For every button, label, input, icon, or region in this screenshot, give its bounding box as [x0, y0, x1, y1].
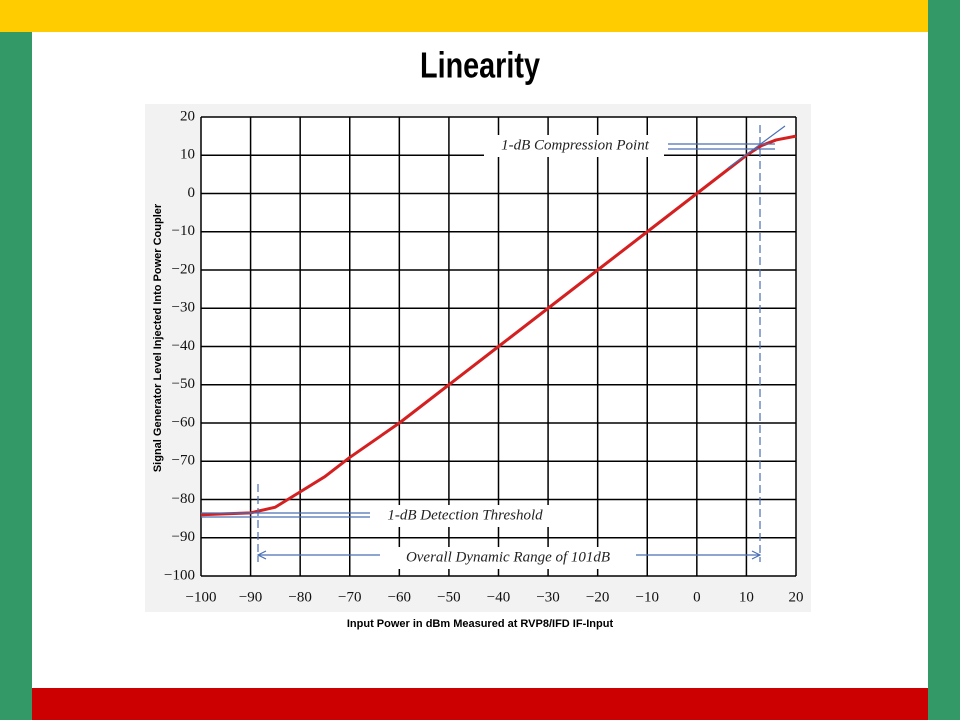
annotation: 1-dB Compression Point	[501, 137, 650, 153]
x-tick-label: −60	[388, 589, 411, 605]
y-axis-label: Signal Generator Level Injected Into Pow…	[152, 203, 164, 472]
curve-layer	[200, 134, 797, 517]
x-tick-label: 0	[693, 589, 701, 605]
left-bar	[0, 32, 32, 720]
y-tick-label: −10	[172, 223, 195, 239]
x-tick-label: 10	[739, 589, 754, 605]
x-tick-label: −50	[437, 589, 460, 605]
guides	[201, 125, 786, 562]
annotation-box	[372, 505, 558, 527]
y-tick-label: 0	[188, 185, 196, 201]
x-tick-label: −80	[288, 589, 311, 605]
x-tick-label: −10	[636, 589, 659, 605]
y-tick-label: −60	[172, 414, 195, 430]
x-tick-label: −70	[338, 589, 361, 605]
arrow-head	[256, 550, 267, 560]
x-tick-label: −20	[586, 589, 609, 605]
x-tick-label: 20	[789, 589, 804, 605]
y-tick-label: −90	[172, 529, 195, 545]
y-tick-label: −100	[164, 567, 195, 583]
x-tick-label: −30	[536, 589, 559, 605]
arrow-head	[751, 550, 762, 560]
top-bar	[0, 0, 928, 32]
x-tick-label: −90	[239, 589, 262, 605]
annotation: Overall Dynamic Range of 101dB	[406, 549, 610, 565]
y-tick-label: −30	[172, 300, 195, 316]
y-tick-label: −80	[172, 491, 195, 507]
slide-title: Linearity	[420, 44, 540, 85]
annotation-box	[384, 547, 632, 569]
y-tick-label: −70	[172, 453, 195, 469]
x-tick-label: −100	[186, 589, 217, 605]
y-tick-label: −20	[172, 261, 195, 277]
guide-line	[727, 125, 786, 169]
y-tick-label: 10	[180, 147, 195, 163]
right-bar	[928, 0, 960, 720]
y-tick-label: −50	[172, 376, 195, 392]
y-tick-label: 20	[180, 108, 195, 124]
x-tick-label: −40	[487, 589, 510, 605]
bottom-bar	[32, 688, 928, 720]
y-tick-label: −40	[172, 338, 195, 354]
series-line	[200, 134, 797, 517]
annotation-box	[484, 135, 664, 157]
annotation: 1-dB Detection Threshold	[387, 507, 543, 523]
x-axis-label: Input Power in dBm Measured at RVP8/IFD …	[347, 618, 614, 630]
